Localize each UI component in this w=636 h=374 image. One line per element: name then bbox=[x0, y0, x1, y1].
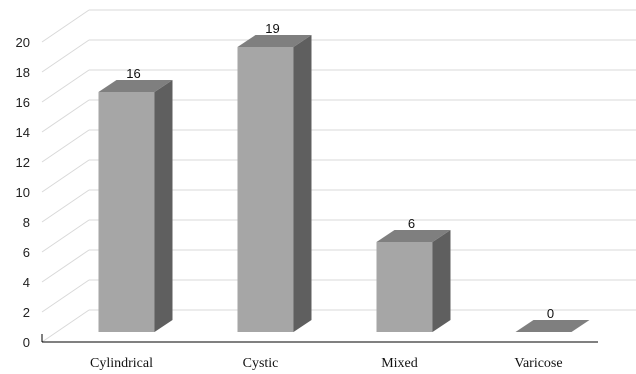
y-tick-label: 20 bbox=[16, 35, 30, 50]
gridline-diagonal bbox=[41, 99, 90, 133]
bar-front bbox=[98, 92, 155, 332]
gridline-diagonal bbox=[41, 9, 90, 43]
gridline-diagonal bbox=[41, 159, 90, 193]
bar-front bbox=[237, 47, 294, 332]
bar bbox=[98, 80, 173, 332]
bar bbox=[515, 320, 590, 332]
data-labels: 16 19 6 0 bbox=[126, 21, 554, 321]
y-tick-label: 16 bbox=[16, 95, 30, 110]
chart-bars bbox=[98, 35, 590, 332]
x-axis-ticks: Cylindrical Cystic Mixed Varicose bbox=[90, 356, 563, 371]
x-tick-label: Mixed bbox=[381, 356, 418, 371]
chart-axes bbox=[41, 334, 598, 343]
y-tick-label: 18 bbox=[16, 65, 30, 80]
gridline-diagonal bbox=[41, 219, 90, 253]
gridline-diagonal bbox=[41, 249, 90, 283]
gridline-diagonal bbox=[41, 189, 90, 223]
chart-grid bbox=[41, 9, 636, 343]
bar-side bbox=[432, 230, 451, 332]
y-tick-label: 4 bbox=[23, 275, 30, 290]
gridline-diagonal bbox=[41, 39, 90, 73]
data-label: 19 bbox=[265, 21, 279, 36]
y-tick-label: 14 bbox=[16, 125, 30, 140]
y-tick-label: 10 bbox=[16, 185, 30, 200]
bar-front bbox=[376, 242, 433, 332]
data-label: 16 bbox=[126, 66, 140, 81]
bar-top bbox=[376, 230, 451, 242]
x-tick-label: Varicose bbox=[514, 356, 562, 371]
bar bbox=[237, 35, 312, 332]
gridline-diagonal bbox=[41, 279, 90, 313]
gridline-diagonal bbox=[41, 69, 90, 103]
x-tick-label: Cystic bbox=[243, 356, 279, 371]
y-tick-label: 6 bbox=[23, 245, 30, 260]
y-axis-ticks: 0 2 4 6 8 10 12 14 16 18 20 bbox=[16, 35, 30, 350]
y-tick-label: 8 bbox=[23, 215, 30, 230]
bar-top bbox=[237, 35, 312, 47]
bar-side bbox=[154, 80, 173, 332]
y-tick-label: 12 bbox=[16, 155, 30, 170]
x-tick-label: Cylindrical bbox=[90, 356, 153, 371]
y-tick-label: 2 bbox=[23, 305, 30, 320]
gridline-diagonal bbox=[41, 309, 90, 343]
bar-top bbox=[515, 320, 590, 332]
bar-side bbox=[293, 35, 312, 332]
y-tick-label: 0 bbox=[23, 335, 30, 350]
bar bbox=[376, 230, 451, 332]
bar-top bbox=[98, 80, 173, 92]
gridline-diagonal bbox=[41, 129, 90, 163]
data-label: 6 bbox=[408, 216, 415, 231]
data-label: 0 bbox=[547, 306, 554, 321]
